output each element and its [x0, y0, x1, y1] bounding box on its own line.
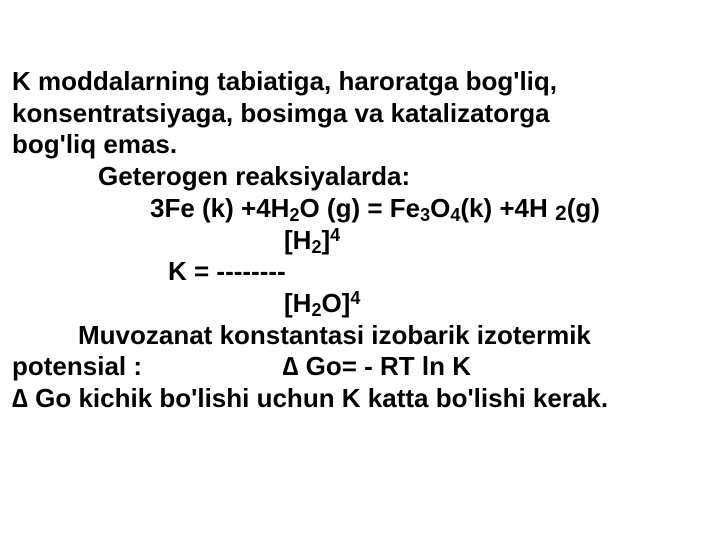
den-open: [H — [284, 288, 311, 318]
den-mid: O] — [321, 288, 350, 318]
eq-part: (k) +4Н — [460, 193, 555, 223]
muvozanat-line: Muvozanat konstantasi izobarik izotermik — [12, 320, 708, 352]
delta-symbol: ∆ — [12, 383, 28, 413]
heading-heterogen: Geterogen reaksiyalarda: — [12, 161, 708, 193]
den-sub: 2 — [311, 300, 321, 320]
eq-sub: 2 — [555, 202, 567, 225]
eq-part: O — [430, 193, 450, 223]
final-text: Go kichik bo'lishi uchun K katta bo'lish… — [28, 383, 608, 413]
eq-part: О (g) = Fe — [299, 193, 420, 223]
gibbs-equation: Go= - RT ln K — [298, 351, 471, 381]
eq-sub: 3 — [420, 205, 430, 225]
fraction-numerator: [H2]4 — [12, 225, 708, 257]
k-equals-line: K = -------- — [12, 256, 708, 288]
fraction-denominator: [H2O]4 — [12, 288, 708, 320]
num-open: [H — [284, 225, 311, 255]
paragraph-line-1: K moddalarning tabiatiga, haroratga bog'… — [12, 66, 708, 98]
num-sup: 4 — [330, 225, 340, 245]
potensial-line: potensial : ∆ Go= - RT ln K — [12, 351, 708, 383]
final-line: ∆ Go kichik bo'lishi uchun K katta bo'li… — [12, 383, 708, 415]
paragraph-line-3: bog'liq emas. — [12, 129, 708, 161]
delta-symbol: ∆ — [282, 351, 298, 381]
slide-body: K moddalarning tabiatiga, haroratga bog'… — [0, 0, 720, 540]
reaction-equation: 3Fe (k) +4Н2О (g) = Fe3O4(k) +4Н 2(g) — [12, 193, 708, 225]
eq-part: 3Fe (k) +4Н — [150, 193, 289, 223]
potensial-label: potensial : — [12, 351, 142, 381]
num-sub: 2 — [311, 237, 321, 257]
den-sup: 4 — [350, 288, 360, 308]
num-close: ] — [321, 225, 330, 255]
eq-part: (g) — [567, 193, 600, 223]
eq-sub: 4 — [450, 205, 460, 225]
eq-sub: 2 — [289, 205, 299, 225]
paragraph-line-2: konsentratsiyaga, bosimga va katalizator… — [12, 98, 708, 130]
